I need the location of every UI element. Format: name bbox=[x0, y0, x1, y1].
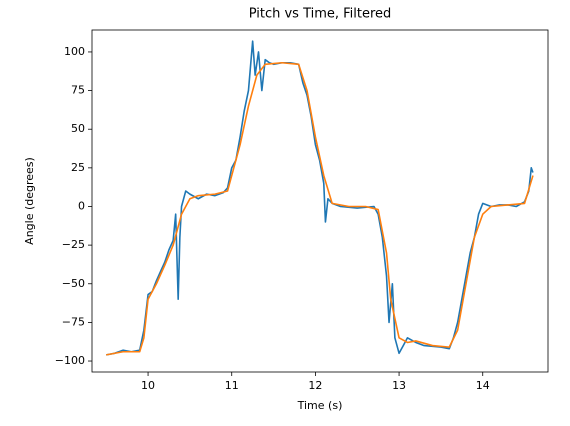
y-tick-label: 50 bbox=[71, 122, 85, 135]
x-tick-label: 11 bbox=[225, 379, 239, 392]
x-tick-label: 10 bbox=[141, 379, 155, 392]
y-tick-label: −100 bbox=[55, 354, 85, 367]
y-tick-label: 100 bbox=[64, 45, 85, 58]
series-line bbox=[106, 61, 534, 356]
y-tick-label: −50 bbox=[62, 277, 85, 290]
series-line bbox=[106, 40, 534, 356]
plot-frame bbox=[91, 29, 549, 373]
y-tick-label: −25 bbox=[62, 238, 85, 251]
x-tick-label: 14 bbox=[476, 379, 490, 392]
y-tick-label: 75 bbox=[71, 84, 85, 97]
chart-title: Pitch vs Time, Filtered bbox=[249, 7, 392, 22]
y-tick-label: 25 bbox=[71, 161, 85, 174]
x-axis-label: Time (s) bbox=[297, 399, 343, 412]
y-axis-label: Angle (degrees) bbox=[23, 157, 36, 245]
x-tick-label: 12 bbox=[308, 379, 322, 392]
y-tick-label: 0 bbox=[78, 199, 85, 212]
y-tick-label: −75 bbox=[62, 315, 85, 328]
x-tick-label: 13 bbox=[392, 379, 406, 392]
